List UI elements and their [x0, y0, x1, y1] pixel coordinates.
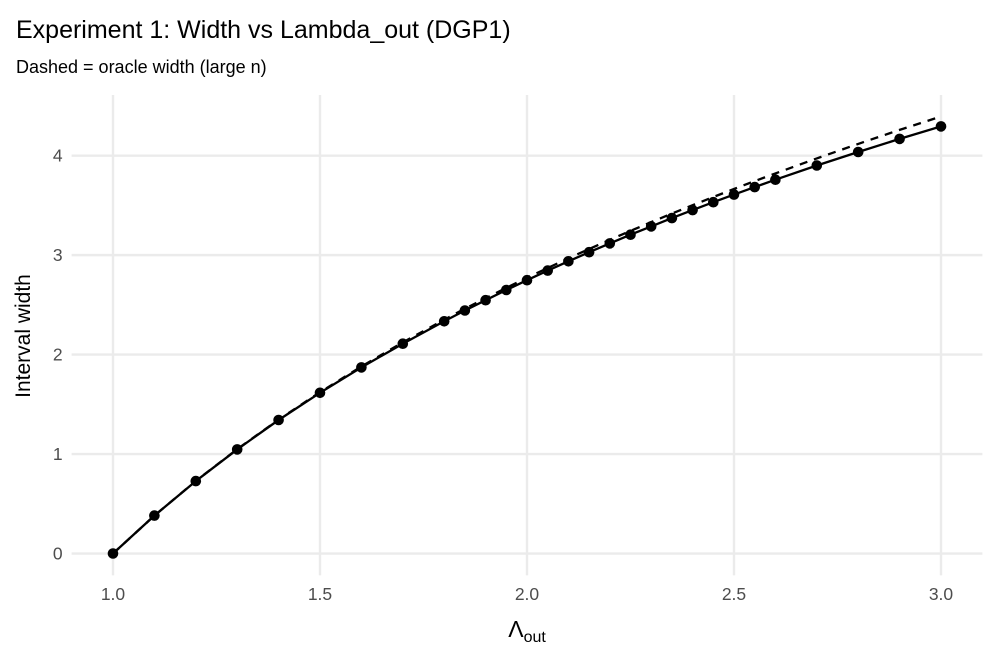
x-tick-label: 1.5 — [308, 584, 332, 604]
chart-title: Experiment 1: Width vs Lambda_out (DGP1) — [16, 16, 511, 44]
data-point — [438, 316, 450, 327]
data-point — [190, 475, 202, 487]
data-point — [314, 387, 326, 399]
data-point — [708, 196, 719, 208]
y-tick-label: 3 — [53, 245, 63, 265]
data-point — [149, 510, 160, 521]
data-point — [728, 189, 740, 200]
y-tick-label: 1 — [53, 444, 63, 464]
data-point — [935, 121, 947, 132]
data-point — [666, 212, 678, 224]
chart-subtitle: Dashed = oracle width (large n) — [16, 57, 267, 77]
data-point — [852, 146, 864, 158]
y-axis-tick-labels: 0 1 2 3 4 — [53, 146, 63, 564]
x-axis-title: Λout — [508, 616, 546, 646]
data-point — [583, 246, 595, 258]
data-point — [563, 255, 574, 267]
data-point — [542, 265, 553, 276]
x-axis-title-lambda: Λ — [508, 616, 524, 642]
x-axis-tick-labels: 1.0 1.5 2.0 2.5 3.0 — [101, 584, 954, 604]
data-point — [687, 204, 698, 216]
y-axis-title: Interval width — [12, 274, 35, 398]
data-point — [811, 160, 823, 171]
data-point — [107, 548, 119, 559]
data-point — [397, 338, 409, 350]
data-point — [273, 414, 284, 426]
y-tick-label: 2 — [53, 345, 63, 365]
data-point — [894, 133, 905, 145]
data-points — [107, 121, 947, 559]
panel-gridlines — [71, 95, 983, 576]
data-point — [770, 174, 781, 185]
x-tick-label: 2.0 — [515, 584, 540, 604]
data-point — [501, 284, 512, 296]
x-tick-label: 2.5 — [722, 584, 746, 604]
data-point — [459, 305, 471, 316]
data-point — [231, 444, 243, 455]
data-point — [645, 221, 657, 232]
x-tick-label: 3.0 — [929, 584, 954, 604]
data-point — [356, 362, 367, 373]
data-point — [749, 181, 760, 193]
data-point — [521, 274, 533, 286]
data-point — [480, 294, 491, 306]
y-tick-label: 4 — [53, 146, 63, 166]
data-point — [604, 238, 616, 249]
y-tick-label: 0 — [53, 544, 63, 564]
x-tick-label: 1.0 — [101, 584, 126, 604]
data-point — [625, 229, 636, 240]
x-axis-title-subscript: out — [524, 629, 547, 646]
